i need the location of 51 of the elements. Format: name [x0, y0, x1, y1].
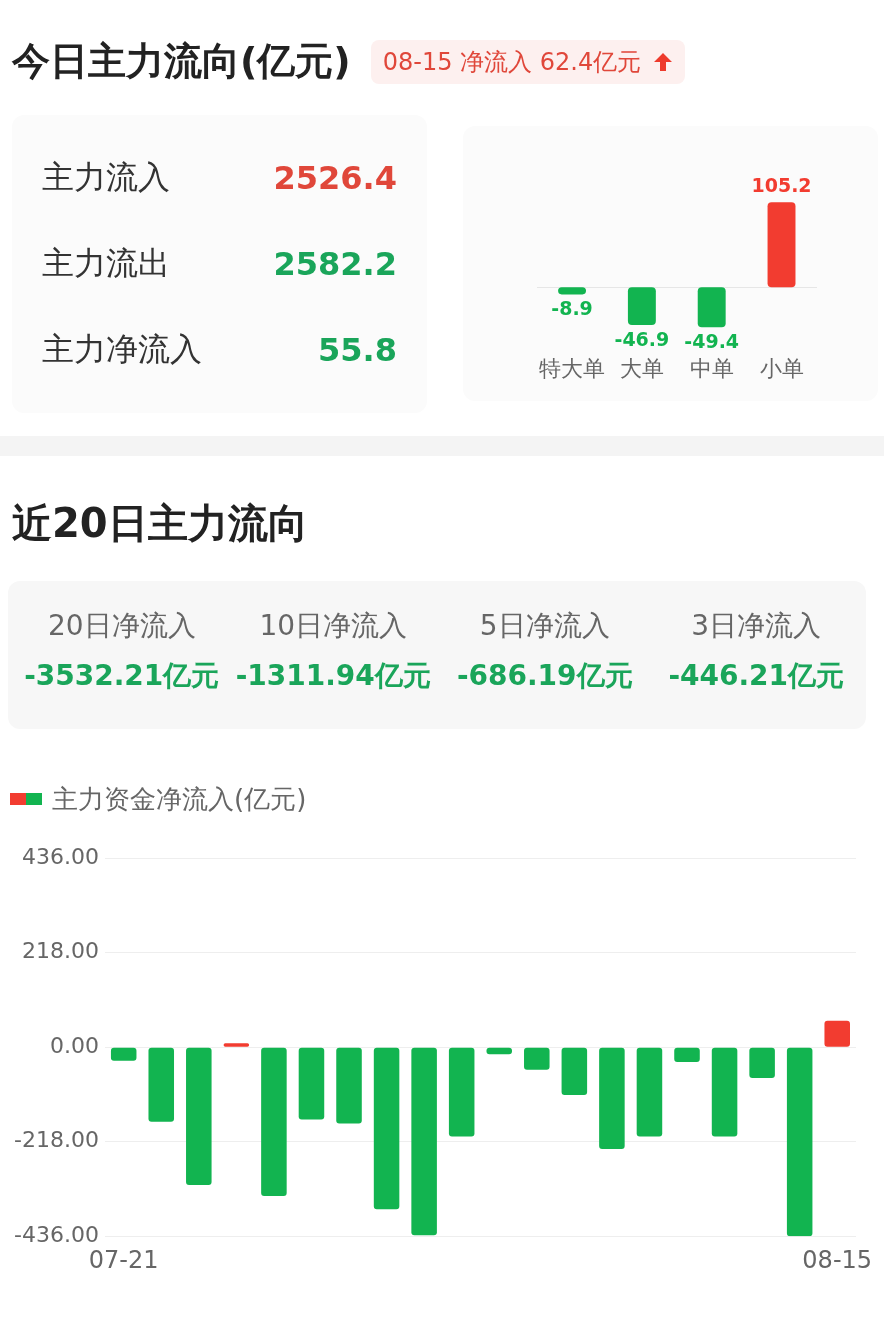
data-label: 105.2 — [751, 173, 812, 196]
bar — [599, 1047, 625, 1150]
x-tick-label: 中单 — [689, 356, 734, 382]
bar — [373, 1047, 400, 1210]
data-label: -3532.21亿元 — [23, 658, 221, 694]
data-label: -686.19亿元 — [455, 658, 634, 694]
data-label: 2582.2 — [273, 245, 397, 283]
legend-label: 主力资金净流入(亿元) — [52, 782, 307, 816]
bar — [749, 1047, 775, 1078]
bar — [674, 1047, 700, 1062]
y-tick-label: 218.00 — [21, 938, 99, 964]
data-label: -8.9 — [551, 296, 593, 319]
x-tick-label: 07-21 — [88, 1245, 159, 1274]
x-tick-label: 特大单 — [539, 356, 606, 382]
bar — [110, 1047, 137, 1061]
bar — [524, 1047, 550, 1070]
category-label: 10日净流入 — [258, 608, 409, 644]
data-label: 2526.4 — [273, 159, 397, 197]
data-label: -446.21亿元 — [667, 658, 846, 694]
data-label: 55.8 — [318, 331, 397, 369]
category-label: 3日净流入 — [690, 608, 823, 644]
bar — [186, 1047, 212, 1186]
bar — [636, 1047, 663, 1137]
y-tick-label: -218.00 — [14, 1127, 99, 1153]
category-label: 主力净流入 — [42, 329, 202, 370]
x-tick-label: 08-15 — [802, 1245, 873, 1274]
category-label: 20日净流入 — [46, 608, 197, 644]
category-label: 主力流入 — [42, 157, 170, 198]
bar — [824, 1020, 850, 1047]
x-tick-label: 大单 — [619, 356, 664, 382]
text: 近20日主力流向 — [11, 499, 309, 548]
data-label: -49.4 — [684, 329, 740, 352]
y-tick-label: -436.00 — [14, 1221, 99, 1247]
bar — [148, 1047, 175, 1122]
category-label: 5日净流入 — [478, 608, 611, 644]
bar — [561, 1047, 588, 1095]
y-tick-label: 0.00 — [49, 1032, 99, 1058]
bar — [786, 1047, 813, 1237]
bar — [336, 1047, 362, 1124]
data-label: -1311.94亿元 — [234, 658, 432, 694]
bar — [448, 1047, 475, 1137]
data-label: -46.9 — [614, 327, 670, 350]
bar — [411, 1047, 437, 1236]
bar — [261, 1047, 287, 1196]
text: 08-15 净流入 62.4亿元 — [382, 46, 642, 78]
bar — [711, 1047, 738, 1137]
y-tick-label: 436.00 — [21, 843, 99, 869]
x-tick-label: 小单 — [759, 356, 804, 382]
bar — [298, 1047, 325, 1120]
category-label: 主力流出 — [42, 243, 170, 284]
text: 今日主力流向(亿元) — [12, 38, 351, 85]
